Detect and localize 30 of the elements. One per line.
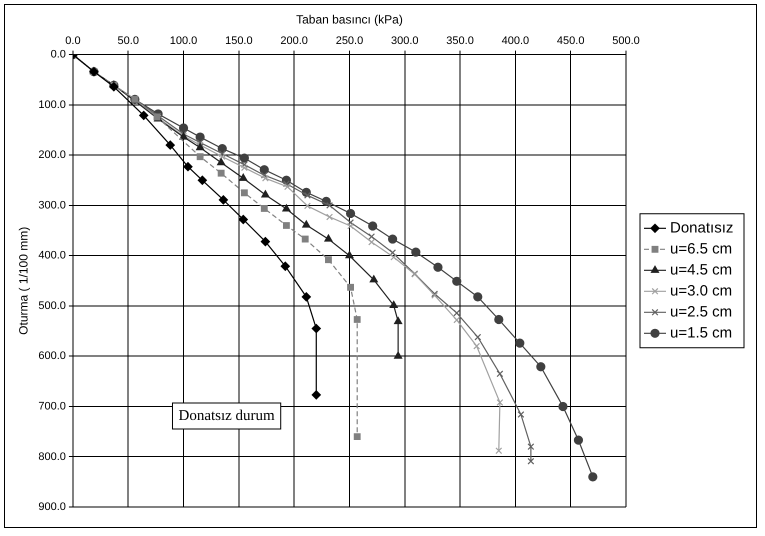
x-tick-label: 450.0 — [556, 35, 584, 48]
y-tick-label: 400.0 — [38, 250, 66, 262]
legend-label: u=2.5 cm — [670, 303, 732, 320]
y-tick-label: 700.0 — [38, 400, 66, 412]
y-axis-title: Oturma ( 1/100 mm) — [16, 226, 31, 335]
y-tick-label: 500.0 — [38, 300, 66, 312]
x-tick-label: 0.0 — [65, 35, 81, 48]
x-tick-label: 350.0 — [446, 35, 474, 48]
y-tick-label: 100.0 — [38, 98, 66, 111]
legend-label: u=6.5 cm — [670, 240, 732, 258]
x-tick-label: 200.0 — [280, 35, 308, 48]
x-tick-label: 100.0 — [170, 35, 198, 48]
x-tick-label: 400.0 — [502, 35, 530, 48]
legend-label: u=1.5 cm — [670, 324, 732, 342]
x-tick-label: 300.0 — [391, 35, 419, 48]
y-tick-label: 0.0 — [50, 48, 66, 61]
x-tick-label: 250.0 — [336, 35, 364, 48]
legend-label: u=4.5 cm — [670, 261, 732, 278]
y-tick-label: 200.0 — [38, 149, 66, 162]
legend-label: Donatısız — [670, 219, 734, 236]
x-axis-title: Taban basıncı (kPa) — [296, 12, 403, 27]
legend-label: u=3.0 cm — [670, 282, 732, 300]
y-tick-label: 800.0 — [38, 450, 66, 463]
x-tick-label: 500.0 — [612, 35, 640, 48]
y-tick-label: 600.0 — [38, 350, 66, 362]
x-tick-label: 150.0 — [225, 35, 253, 48]
x-tick-label: 50.0 — [118, 35, 139, 48]
y-tick-label: 900.0 — [38, 501, 66, 514]
y-tick-label: 300.0 — [38, 199, 66, 212]
annotation: Donatsız durum — [178, 408, 276, 424]
